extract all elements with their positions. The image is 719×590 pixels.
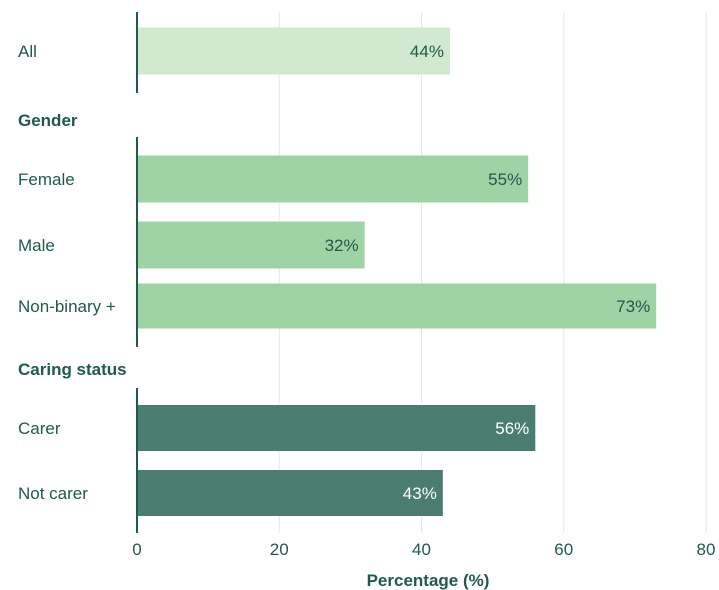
x-tick-label: 80 xyxy=(697,540,716,559)
x-tick-label: 40 xyxy=(412,540,431,559)
labels: 0 20 40 60 80 All 44% Gender Female 55% Male 32% Non… xyxy=(18,42,715,559)
bar xyxy=(137,27,450,75)
bars xyxy=(137,27,657,516)
bar xyxy=(137,405,536,451)
data-label: 55% xyxy=(488,170,522,189)
category-label: Female xyxy=(18,170,75,189)
category-label: All xyxy=(18,42,37,61)
group-heading: Caring status xyxy=(18,360,127,379)
x-axis-title: Percentage (%) xyxy=(367,571,490,590)
bar xyxy=(137,283,657,329)
grid-lines xyxy=(278,12,707,533)
data-label: 44% xyxy=(410,42,444,61)
category-label: Carer xyxy=(18,419,61,438)
bar xyxy=(137,470,443,516)
bar xyxy=(137,155,529,203)
group-heading: Gender xyxy=(18,111,78,130)
category-label: Not carer xyxy=(18,484,88,503)
data-label: 73% xyxy=(616,297,650,316)
x-tick-label: 60 xyxy=(554,540,573,559)
data-label: 32% xyxy=(325,236,359,255)
category-label: Male xyxy=(18,236,55,255)
x-tick-label: 0 xyxy=(132,540,141,559)
x-tick-label: 20 xyxy=(270,540,289,559)
bar xyxy=(137,221,365,269)
data-label: 43% xyxy=(403,484,437,503)
data-label: 56% xyxy=(495,419,529,438)
category-label: Non-binary + xyxy=(18,297,116,316)
